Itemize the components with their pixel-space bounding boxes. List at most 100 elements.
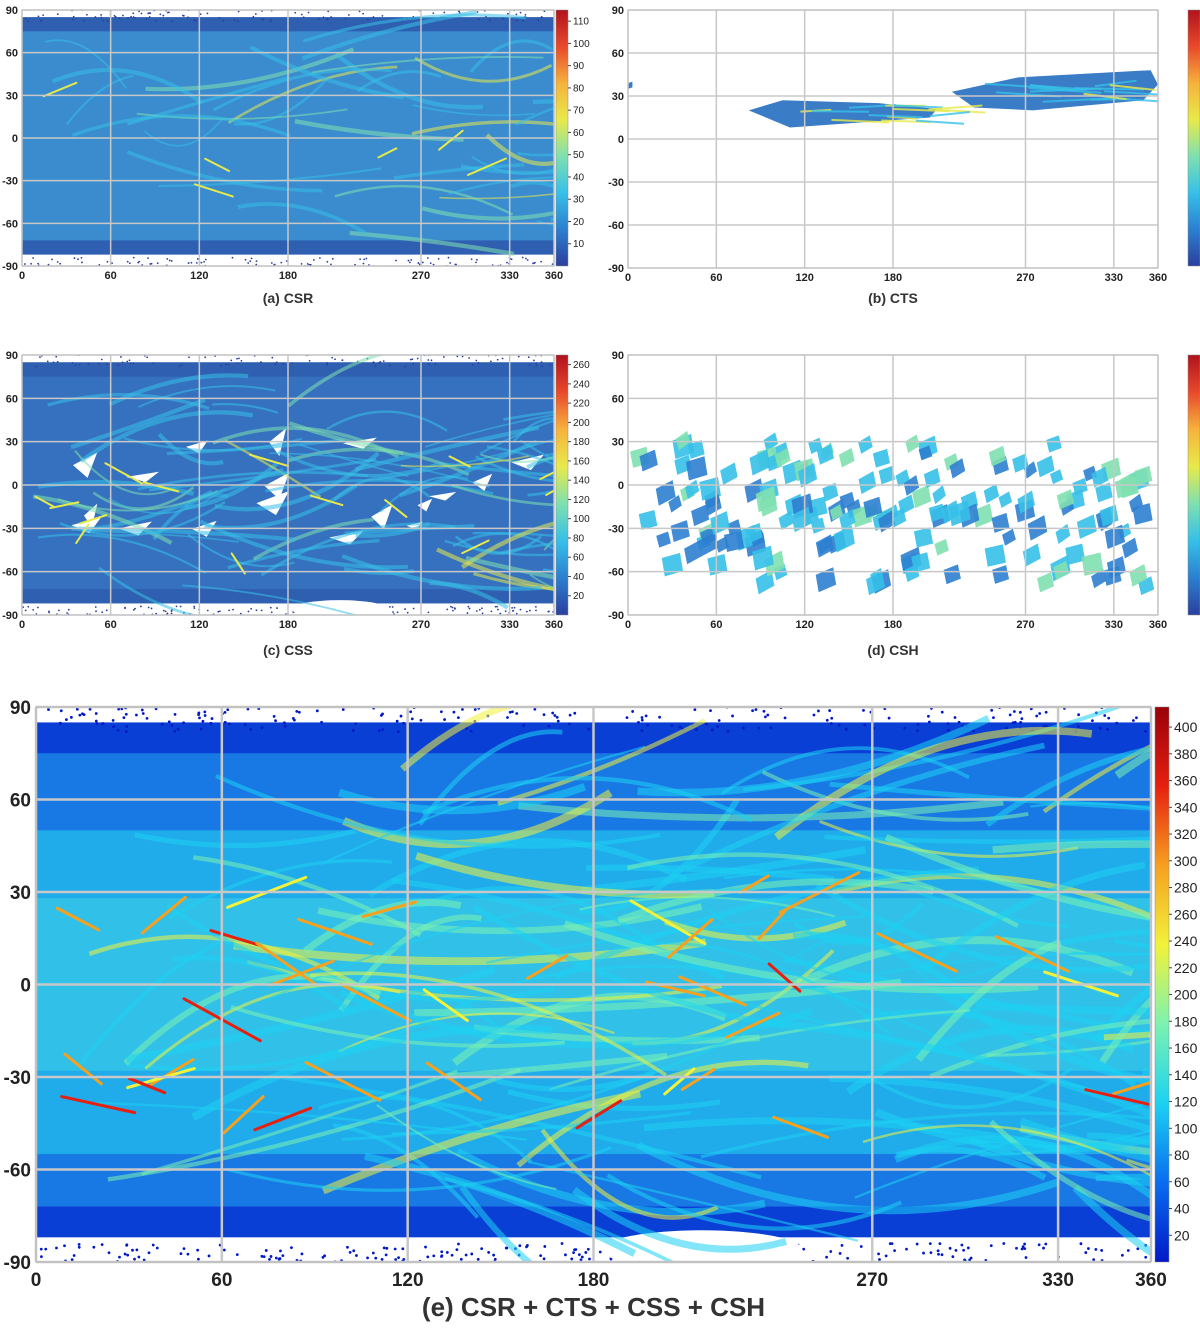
hotspot-streak (142, 481, 180, 493)
polar-point (167, 720, 171, 724)
polar-point (505, 1246, 509, 1250)
polar-point (260, 18, 263, 21)
polar-point (334, 358, 336, 361)
polar-point (270, 262, 273, 264)
scene-tile (691, 504, 710, 527)
polar-point (129, 362, 132, 365)
polar-point (573, 711, 577, 715)
polar-point (131, 1248, 134, 1252)
polar-point (170, 260, 173, 262)
polar-point (553, 714, 557, 717)
polar-point (972, 729, 975, 733)
polar-point (274, 363, 277, 365)
polar-point (506, 12, 509, 15)
y-tick-label: 90 (6, 5, 18, 17)
scene-tile (670, 520, 690, 543)
orbit-swath (515, 106, 554, 127)
orbit-swath (145, 47, 355, 92)
scene-tile (866, 570, 886, 596)
polar-point (496, 358, 499, 361)
polar-point (504, 610, 507, 613)
caption-cts: (b) CTS (868, 290, 918, 306)
scene-tile (1091, 466, 1109, 488)
polar-point (107, 20, 110, 23)
polar-point (570, 1257, 574, 1261)
scene-tile (972, 503, 993, 528)
orbit-swath (526, 455, 554, 469)
polar-point (968, 1258, 972, 1262)
colorbar-tick-label: 110 (573, 17, 589, 28)
swath (928, 104, 983, 111)
polar-point (890, 1242, 894, 1246)
x-tick-label: 360 (1149, 619, 1167, 631)
hotspot-streak (467, 157, 507, 176)
polar-point (427, 359, 430, 361)
colorbar-tick-label: 20 (573, 591, 585, 602)
orbit-swath (51, 67, 204, 105)
polar-point (1106, 727, 1109, 731)
caption-css: (c) CSS (263, 642, 313, 658)
orbit-swath (341, 554, 542, 591)
scene-tile (668, 494, 682, 513)
polar-point (124, 730, 128, 733)
orbit-swath (37, 533, 207, 574)
polar-point (309, 263, 312, 266)
polar-point (515, 712, 519, 715)
polar-point (402, 1258, 406, 1261)
polar-point (182, 14, 184, 17)
polar-point (598, 1250, 602, 1254)
polar-point (1077, 713, 1080, 717)
orbit-swath (503, 410, 554, 421)
scene-tile (833, 525, 855, 553)
polar-point (204, 356, 207, 359)
polar-point (147, 257, 149, 260)
orbit-swath (1042, 743, 1151, 814)
polar-point (170, 612, 173, 615)
y-tick-label: -60 (2, 218, 18, 230)
polar-point (380, 1257, 384, 1261)
orbit-swath (170, 955, 356, 1016)
orbit-swath (495, 1069, 656, 1092)
x-tick-label: 360 (1149, 272, 1167, 284)
scene-tile (1120, 471, 1138, 494)
polar-point (412, 607, 415, 610)
polar-point (1021, 1245, 1025, 1249)
colorbar-tick-label: 360 (1174, 773, 1198, 789)
polar-point (490, 610, 493, 613)
polar-point (443, 718, 446, 721)
polar-point (66, 612, 69, 614)
polar-point (300, 13, 303, 16)
polar-point (404, 608, 406, 610)
polar-point (166, 258, 169, 260)
scene-tile (1050, 469, 1064, 485)
polar-point (587, 727, 591, 731)
polar-point (547, 610, 550, 613)
polar-point (844, 727, 848, 731)
orbit-swath (510, 180, 554, 189)
polar-point (239, 612, 242, 615)
polar-point (141, 712, 145, 715)
orbit-swath (992, 840, 1151, 854)
y-tick-label: 0 (618, 134, 624, 146)
polar-point (322, 16, 325, 19)
hotspot-streak (663, 1067, 696, 1096)
polar-point (1038, 712, 1042, 715)
y-tick-label: 30 (612, 91, 624, 103)
polar-point (411, 358, 414, 361)
polar-point (568, 722, 571, 726)
orbit-swath (793, 902, 924, 945)
scene-tile (710, 511, 730, 536)
polar-point (382, 360, 385, 363)
orbit-swath (356, 70, 442, 93)
polar-point (235, 1253, 239, 1257)
hotspot-streak (55, 906, 101, 932)
polar-point (379, 360, 382, 363)
polar-point (432, 1254, 436, 1258)
polar-point (307, 11, 310, 14)
coverage-gap (472, 473, 493, 491)
polar-point (658, 715, 661, 719)
colorbar-tick-label: 280 (1174, 880, 1198, 896)
polar-point (513, 606, 516, 609)
orbit-swath (705, 906, 1011, 986)
polar-point (480, 1247, 484, 1251)
